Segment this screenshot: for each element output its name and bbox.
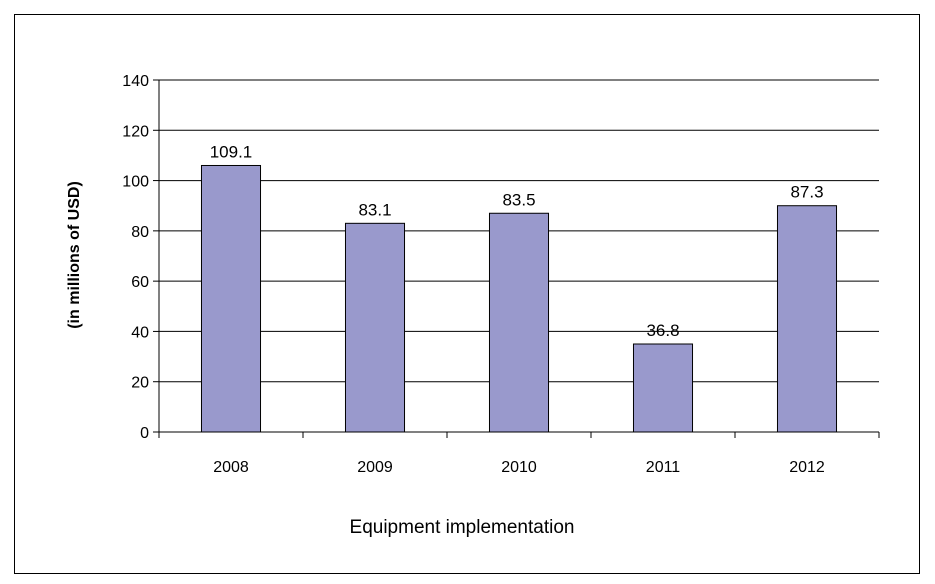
data-label-2012: 87.3 [790, 183, 823, 202]
bar-2012 [776, 205, 838, 433]
bars [200, 164, 838, 433]
y-tick-label: 80 [131, 224, 149, 241]
bar-2009 [344, 222, 406, 433]
bar-chart: 109.1 83.1 83.5 36.8 87.3 0 20 40 60 80 100 120 140… [66, 73, 880, 538]
x-tick-label-2012: 2012 [789, 459, 825, 476]
data-label-2010: 83.5 [502, 190, 535, 209]
bar-2010 [488, 212, 550, 433]
bar-2011 [632, 343, 694, 433]
x-tick-label-2010: 2010 [501, 459, 537, 476]
y-tick-label: 100 [122, 174, 149, 191]
data-label-2009: 83.1 [358, 200, 391, 219]
chart-frame: 109.1 83.1 83.5 36.8 87.3 0 20 40 60 80 100 120 140… [14, 14, 920, 574]
y-tick-label: 0 [140, 425, 149, 442]
y-tick-label: 140 [122, 73, 149, 90]
data-label-2008: 109.1 [210, 142, 253, 161]
y-axis-title: (in millions of USD) [66, 181, 83, 329]
data-label-2011: 36.8 [646, 321, 679, 340]
x-axis-title: Equipment implementation [350, 517, 575, 538]
y-tick-label: 60 [131, 274, 149, 291]
x-tick-label-2008: 2008 [213, 459, 249, 476]
tick-labels: 0 20 40 60 80 100 120 140 2008 2009 2010 2011 2012 [122, 73, 825, 476]
bar-2008 [200, 164, 262, 433]
x-tick-label-2011: 2011 [646, 459, 681, 476]
x-tick-label-2009: 2009 [357, 459, 393, 476]
data-labels: 109.1 83.1 83.5 36.8 87.3 [210, 142, 824, 340]
y-tick-label: 40 [131, 324, 149, 341]
y-tick-label: 120 [122, 123, 149, 140]
y-tick-label: 20 [131, 375, 149, 392]
